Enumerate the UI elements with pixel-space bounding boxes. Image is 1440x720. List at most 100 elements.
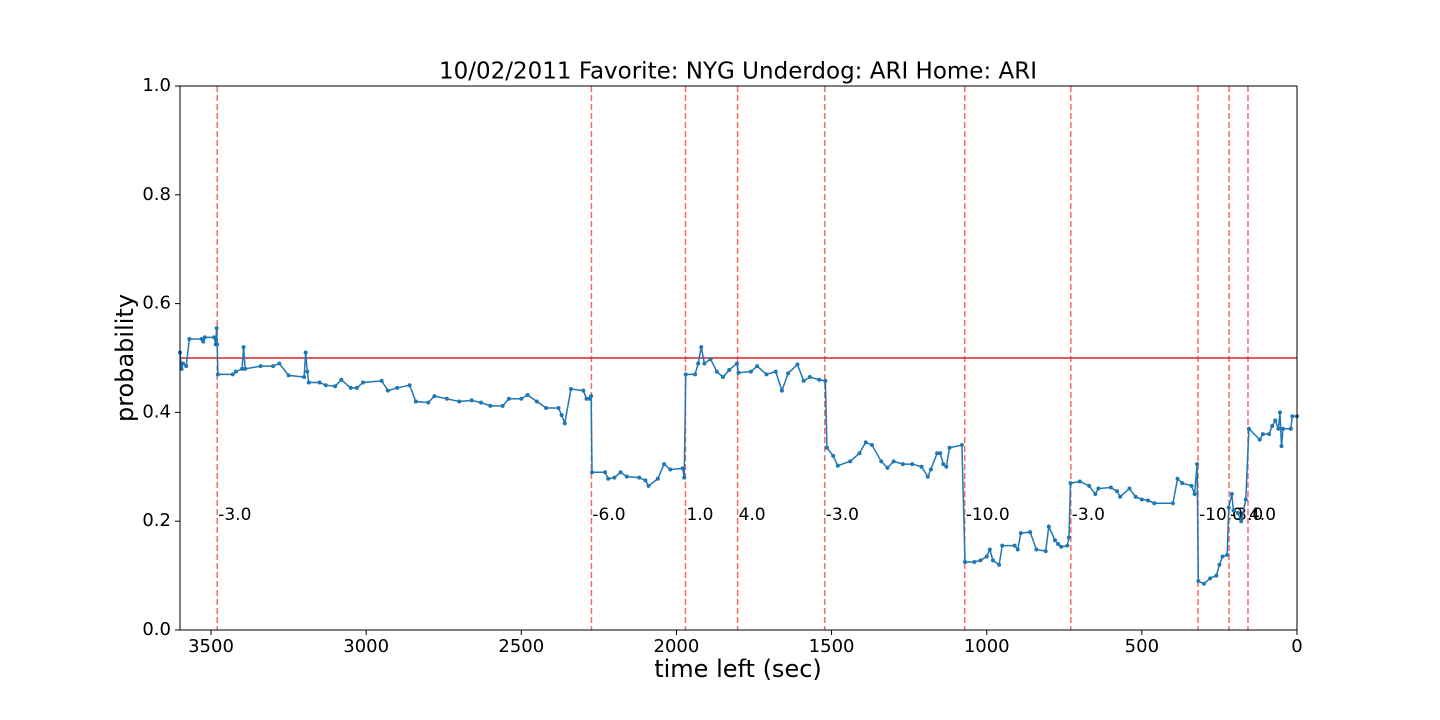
prob-point [1068, 481, 1073, 486]
prob-point [506, 396, 511, 401]
prob-point [271, 364, 276, 369]
prob-point [972, 560, 977, 564]
prob-point [696, 361, 701, 366]
prob-point [817, 377, 822, 382]
prob-point [736, 370, 741, 375]
prob-point [848, 459, 853, 464]
prob-point [1270, 424, 1275, 428]
prob-point [680, 466, 685, 471]
prob-point [1018, 531, 1023, 536]
prob-point [997, 562, 1002, 567]
prob-point [1214, 573, 1219, 578]
prob-point [348, 385, 353, 390]
x-tick-label: 0 [1291, 636, 1302, 657]
prob-point [1288, 426, 1293, 431]
score-label: -3.0 [826, 505, 859, 525]
prob-point [469, 398, 474, 403]
score-label: 4.0 [739, 505, 766, 525]
x-tick-label: 2500 [498, 636, 544, 657]
prob-point [1196, 579, 1201, 584]
prob-point [1043, 549, 1048, 554]
score-label: -3.0 [218, 505, 251, 525]
prob-point [184, 364, 189, 369]
prob-point [1260, 432, 1265, 437]
prob-point [662, 462, 667, 467]
prob-point [978, 558, 983, 563]
prob-point [1239, 519, 1244, 524]
prob-line [179, 328, 1297, 585]
prob-point [1118, 494, 1123, 499]
prob-point [181, 361, 186, 366]
prob-point [1290, 414, 1295, 419]
prob-point [258, 364, 263, 369]
prob-point [693, 372, 698, 377]
prob-point [525, 392, 530, 397]
prob-point [233, 369, 238, 374]
prob-point [1096, 486, 1101, 491]
prob-point [1077, 479, 1082, 484]
prob-point [646, 483, 651, 488]
chart-title: 10/02/2011 Favorite: NYG Underdog: ARI H… [439, 59, 1037, 85]
prob-point [938, 451, 943, 456]
prob-point [478, 400, 483, 405]
prob-point [306, 380, 311, 385]
prob-point [935, 451, 940, 456]
prob-point [984, 554, 989, 559]
prob-point [624, 474, 629, 479]
prob-point [708, 357, 713, 362]
prob-point [987, 547, 992, 552]
prob-point [444, 396, 449, 401]
y-tick-label: 1.0 [142, 75, 171, 96]
prob-point [835, 463, 840, 468]
prob-point [1087, 483, 1092, 488]
prob-point [1046, 524, 1051, 529]
prob-point [668, 467, 673, 472]
x-tick-label: 1500 [809, 636, 855, 657]
score-label: -3.0 [1230, 505, 1263, 525]
prob-point [831, 453, 836, 458]
y-tick-label: 0.6 [142, 293, 171, 314]
prob-point [413, 399, 418, 404]
prob-point [603, 470, 608, 475]
prob-point [568, 387, 573, 392]
score-label: -10.0 [966, 505, 1010, 525]
prob-point [1229, 492, 1234, 496]
prob-point [1108, 485, 1113, 490]
prob-point [407, 383, 412, 388]
prob-point [584, 396, 589, 401]
prob-point [786, 371, 791, 376]
prob-point [187, 336, 192, 341]
prob-point [1152, 501, 1157, 506]
prob-point [764, 372, 769, 377]
prob-point [590, 470, 595, 475]
prob-point [1093, 492, 1098, 496]
prob-point [1170, 501, 1175, 506]
prob-point [1267, 432, 1272, 437]
prob-point [959, 443, 964, 448]
prob-point [643, 478, 648, 483]
prob-point [1195, 462, 1200, 467]
prob-point [1277, 410, 1282, 415]
prob-point [910, 462, 915, 467]
prob-point [556, 406, 561, 411]
prob-point [699, 345, 704, 350]
prob-point [1243, 497, 1248, 502]
prob-point [1034, 547, 1039, 552]
prob-point [1175, 476, 1180, 481]
prob-point [990, 558, 995, 563]
prob-point [1257, 437, 1262, 442]
y-tick-label: 0.0 [142, 619, 171, 640]
prob-point [1065, 543, 1070, 548]
prob-point [702, 361, 707, 366]
prob-point [1192, 492, 1197, 496]
prob-point [618, 470, 623, 475]
prob-point [947, 445, 952, 450]
prob-point [755, 364, 760, 369]
prob-point [333, 384, 338, 389]
prob-point [925, 474, 930, 479]
y-axis-label: probability [111, 294, 139, 422]
prob-point [1236, 511, 1241, 516]
prob-point [1052, 538, 1057, 543]
prob-point [885, 465, 890, 470]
prob-point [963, 560, 968, 564]
